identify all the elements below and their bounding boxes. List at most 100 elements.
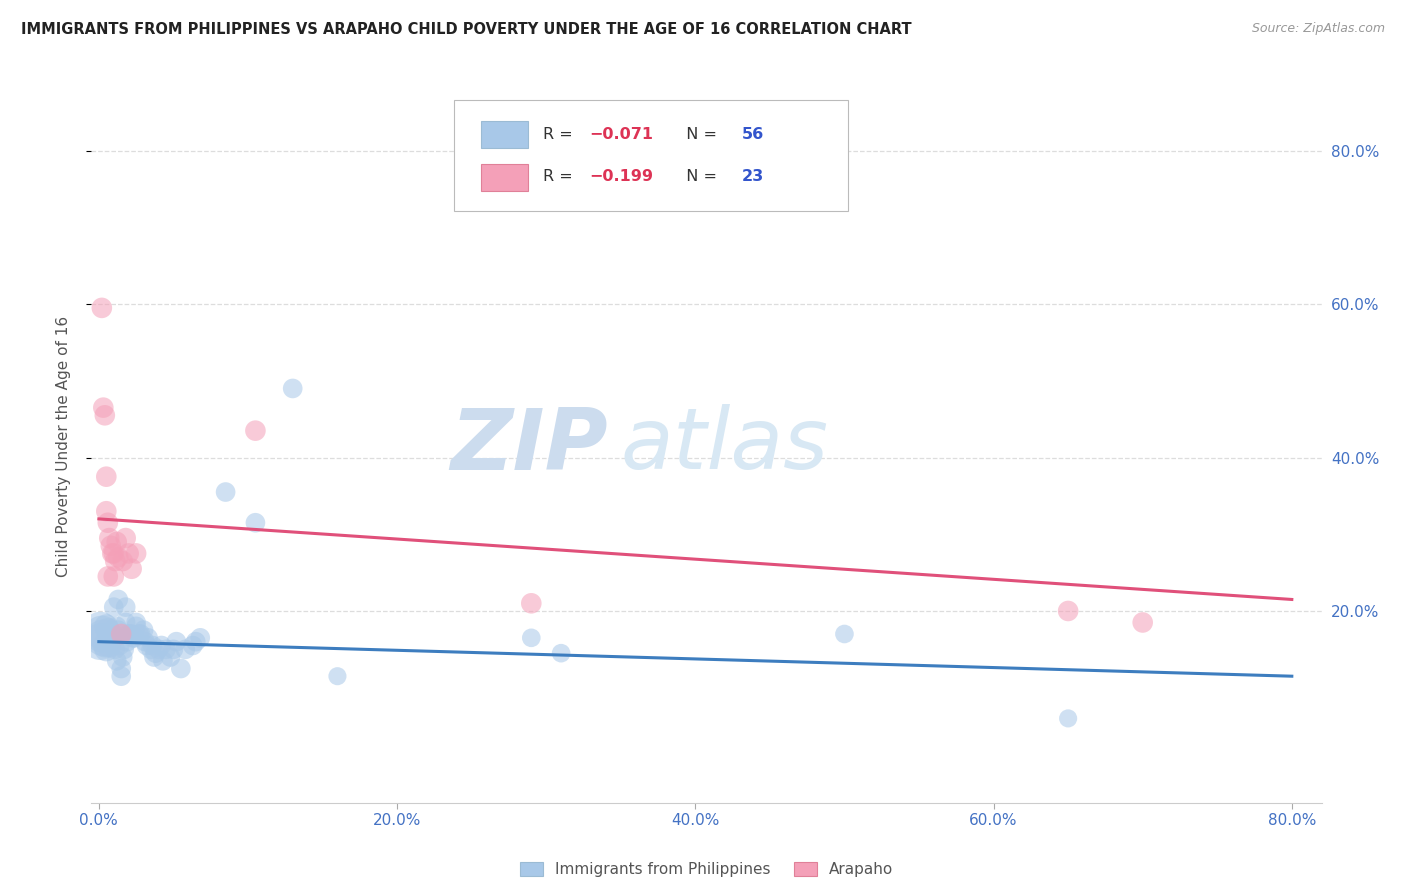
FancyBboxPatch shape xyxy=(481,121,529,148)
Point xyxy=(120,627,142,641)
Point xyxy=(103,631,125,645)
Point xyxy=(94,409,117,423)
Point xyxy=(100,539,122,553)
Text: 23: 23 xyxy=(742,169,765,185)
Point xyxy=(104,642,127,657)
Point xyxy=(121,562,143,576)
Point xyxy=(96,469,118,483)
Point xyxy=(128,627,150,641)
Point xyxy=(520,596,543,610)
Point xyxy=(90,301,112,315)
Point xyxy=(115,634,138,648)
Text: R =: R = xyxy=(543,169,578,185)
Point xyxy=(97,516,120,530)
Point xyxy=(159,650,181,665)
Point xyxy=(96,642,118,657)
Point xyxy=(108,639,131,653)
Point xyxy=(114,615,136,630)
Point xyxy=(114,531,136,545)
Point xyxy=(834,627,856,641)
Point xyxy=(122,631,145,645)
Point xyxy=(91,631,114,645)
Text: 56: 56 xyxy=(742,127,765,142)
Point xyxy=(110,627,132,641)
Point xyxy=(1057,711,1080,725)
Point xyxy=(89,623,111,637)
Point xyxy=(125,619,148,633)
Point xyxy=(188,631,211,645)
Point xyxy=(162,642,184,657)
Legend: Immigrants from Philippines, Arapaho: Immigrants from Philippines, Arapaho xyxy=(520,863,893,877)
Point xyxy=(103,569,125,583)
Point xyxy=(98,639,121,653)
Point xyxy=(124,631,146,645)
Point xyxy=(165,634,187,648)
Point xyxy=(550,646,572,660)
Point xyxy=(155,642,177,657)
Point xyxy=(105,654,128,668)
Point xyxy=(129,627,152,641)
Point xyxy=(152,654,174,668)
Text: −0.071: −0.071 xyxy=(589,127,654,142)
Text: atlas: atlas xyxy=(620,404,828,488)
Point xyxy=(90,627,112,641)
Text: N =: N = xyxy=(676,169,721,185)
Point xyxy=(136,631,159,645)
Text: N =: N = xyxy=(676,127,721,142)
Point xyxy=(105,535,128,549)
Point xyxy=(105,619,128,633)
Point xyxy=(1057,604,1080,618)
Point xyxy=(96,619,118,633)
Point xyxy=(101,634,124,648)
Point xyxy=(110,669,132,683)
Point xyxy=(97,623,120,637)
Point xyxy=(281,381,304,395)
Point xyxy=(148,642,170,657)
Point xyxy=(107,592,129,607)
Point xyxy=(104,554,127,568)
Point xyxy=(141,639,163,653)
Point xyxy=(139,642,162,657)
Point xyxy=(97,569,120,583)
Point xyxy=(121,627,143,641)
Point xyxy=(326,669,349,683)
Point xyxy=(100,627,122,641)
Point xyxy=(145,646,167,660)
Point xyxy=(103,546,125,560)
Point xyxy=(245,424,267,438)
Point xyxy=(114,600,136,615)
Text: IMMIGRANTS FROM PHILIPPINES VS ARAPAHO CHILD POVERTY UNDER THE AGE OF 16 CORRELA: IMMIGRANTS FROM PHILIPPINES VS ARAPAHO C… xyxy=(21,22,911,37)
FancyBboxPatch shape xyxy=(481,164,529,191)
Point xyxy=(1132,615,1154,630)
Point xyxy=(118,546,141,560)
Point xyxy=(134,634,156,648)
Point xyxy=(174,642,197,657)
Point xyxy=(101,546,124,560)
Point xyxy=(101,627,124,641)
Point xyxy=(110,661,132,675)
Point xyxy=(150,639,173,653)
FancyBboxPatch shape xyxy=(454,100,848,211)
Text: Source: ZipAtlas.com: Source: ZipAtlas.com xyxy=(1251,22,1385,36)
Text: −0.199: −0.199 xyxy=(589,169,654,185)
Point xyxy=(118,627,141,641)
Point xyxy=(143,650,166,665)
Y-axis label: Child Poverty Under the Age of 16: Child Poverty Under the Age of 16 xyxy=(56,316,70,576)
Point xyxy=(103,600,125,615)
Point xyxy=(520,631,543,645)
Point xyxy=(98,531,121,545)
Point xyxy=(181,639,204,653)
Point xyxy=(96,504,118,518)
Point xyxy=(184,634,207,648)
Point xyxy=(91,401,114,415)
Point xyxy=(107,623,129,637)
Point xyxy=(107,550,129,565)
Point xyxy=(135,639,157,653)
Point xyxy=(94,639,117,653)
Point xyxy=(125,546,148,560)
Point xyxy=(112,642,135,657)
Text: R =: R = xyxy=(543,127,578,142)
Point xyxy=(214,485,236,500)
Point xyxy=(245,516,267,530)
Point xyxy=(89,634,111,648)
